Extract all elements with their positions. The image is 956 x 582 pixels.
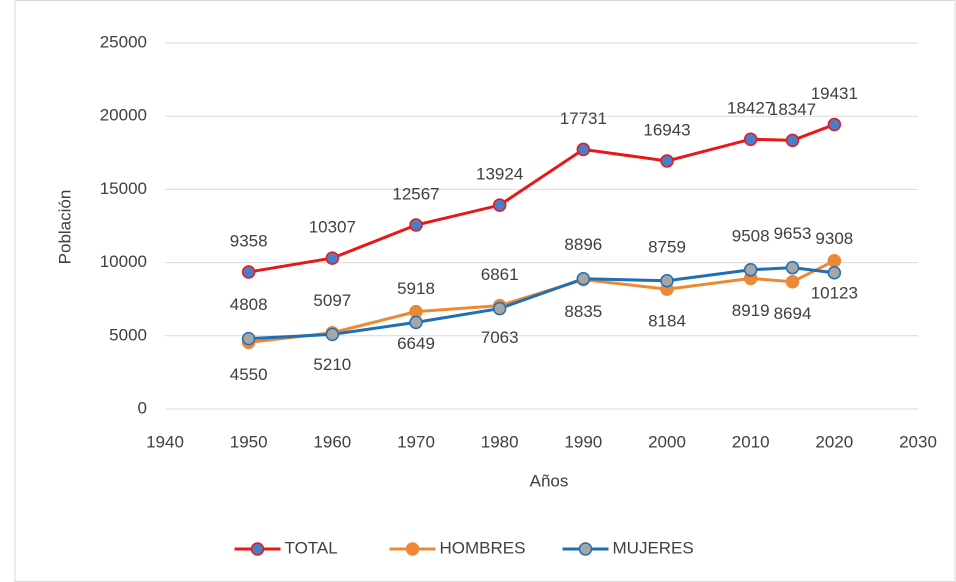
x-tick-label: 1950 <box>230 432 268 451</box>
marker <box>660 274 674 288</box>
data-label: 9358 <box>230 231 268 250</box>
data-label: 5097 <box>313 291 351 310</box>
legend-marker <box>405 542 420 556</box>
y-tick-label: 25000 <box>100 32 147 51</box>
legend-label: TOTAL <box>285 538 338 557</box>
data-label: 9508 <box>732 226 770 245</box>
marker <box>660 154 674 168</box>
marker <box>241 331 256 346</box>
marker <box>576 272 591 286</box>
marker <box>785 260 800 275</box>
data-label: 9308 <box>815 229 853 248</box>
x-tick-label: 1980 <box>481 432 519 451</box>
data-label: 8919 <box>732 301 770 320</box>
legend-marker <box>250 542 265 556</box>
marker <box>241 265 256 279</box>
data-label: 18347 <box>769 100 816 119</box>
y-axis-label: Población <box>55 190 74 265</box>
y-tick-label: 15000 <box>100 179 147 198</box>
data-label: 9653 <box>774 224 812 243</box>
y-tick-label: 20000 <box>100 106 147 125</box>
x-tick-label: 2010 <box>732 432 770 451</box>
y-tick-label: 0 <box>138 398 147 417</box>
marker <box>785 133 800 148</box>
data-label: 8184 <box>648 312 686 331</box>
data-label: 7063 <box>481 328 519 347</box>
x-tick-label: 2020 <box>815 432 853 451</box>
marker <box>492 198 507 212</box>
data-label: 19431 <box>811 84 858 103</box>
data-label: 10123 <box>811 283 858 302</box>
marker <box>576 142 591 157</box>
data-label: 6649 <box>397 334 435 353</box>
x-tick-label: 2030 <box>899 432 937 451</box>
marker <box>743 132 758 146</box>
data-label: 8694 <box>774 304 812 323</box>
x-tick-label: 1990 <box>564 432 602 451</box>
chart-area <box>14 0 956 582</box>
data-label: 5210 <box>313 355 351 374</box>
data-label: 16943 <box>643 120 690 139</box>
y-tick-label: 10000 <box>100 252 147 271</box>
marker <box>492 301 507 316</box>
marker <box>409 218 423 232</box>
data-label: 4808 <box>230 295 268 314</box>
marker <box>743 263 758 277</box>
x-tick-label: 1960 <box>313 432 351 451</box>
x-tick-label: 1940 <box>146 432 184 451</box>
data-label: 8759 <box>648 237 686 256</box>
data-label: 12567 <box>392 185 439 204</box>
x-axis-label: Años <box>530 471 569 490</box>
data-label: 4550 <box>230 365 268 384</box>
data-label: 6861 <box>481 265 519 284</box>
marker <box>785 274 800 289</box>
data-label: 8896 <box>564 235 602 254</box>
data-label: 8835 <box>564 302 602 321</box>
marker <box>325 251 340 265</box>
data-label: 10307 <box>309 218 356 237</box>
legend-marker <box>578 542 593 556</box>
marker <box>827 117 842 132</box>
data-label: 17731 <box>560 109 607 128</box>
legend-label: HOMBRES <box>440 538 526 557</box>
marker <box>325 327 340 342</box>
x-tick-label: 2000 <box>648 432 686 451</box>
data-label: 18427 <box>727 99 774 118</box>
legend-label: MUJERES <box>613 538 694 557</box>
data-label: 13924 <box>476 165 523 184</box>
data-label: 5918 <box>397 279 435 298</box>
marker <box>409 315 423 330</box>
marker <box>827 265 842 280</box>
y-tick-label: 5000 <box>109 325 147 344</box>
x-tick-label: 1970 <box>397 432 435 451</box>
marker <box>827 254 842 268</box>
